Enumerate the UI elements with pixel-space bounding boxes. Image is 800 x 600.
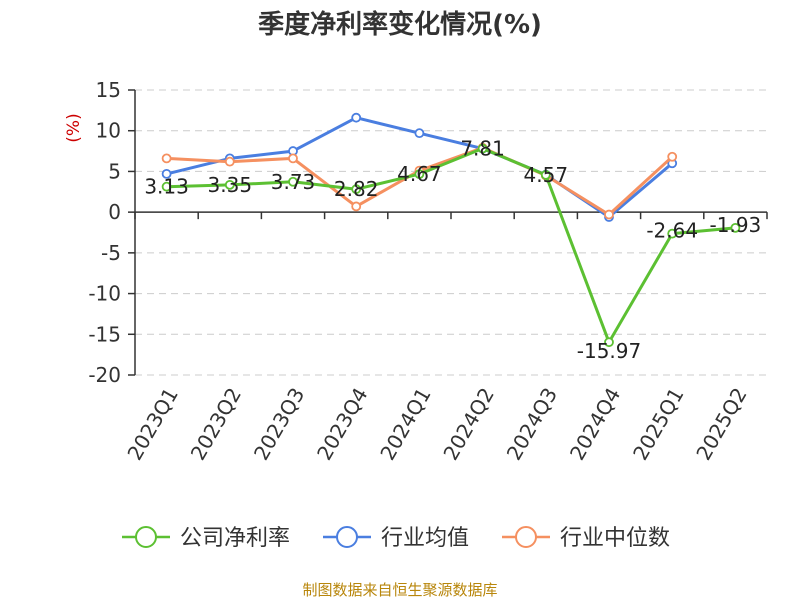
data-point [161, 153, 172, 164]
x-tick-label: 2024Q4 [565, 384, 625, 465]
y-tick-label: -15 [88, 322, 121, 346]
data-point [288, 176, 298, 187]
data-label: 7.81 [460, 137, 505, 161]
data-point [414, 128, 425, 139]
y-tick-label: 5 [108, 159, 121, 183]
legend: 公司净利率 行业均值 行业中位数 [122, 526, 670, 551]
x-tick-label: 2025Q1 [628, 384, 688, 465]
legend-label: 行业均值 [381, 526, 469, 551]
x-tick-label: 2024Q2 [438, 383, 498, 464]
data-point [604, 209, 614, 220]
data-point [224, 179, 235, 190]
data-point [351, 184, 362, 195]
data-label: -15.97 [577, 339, 641, 363]
x-axis: 2023Q1 2023Q2 2023Q3 2023Q4 2024Q1 2024Q2 2024… [122, 211, 768, 465]
y-tick-label: 0 [108, 200, 121, 224]
source-note: 制图数据来自恒生聚源数据库 [302, 581, 497, 599]
data-label: -2.64 [646, 219, 698, 243]
chart-title: 季度净利率变化情况(%) [258, 9, 542, 40]
legend-marker [135, 526, 157, 548]
data-point [604, 337, 614, 348]
data-label: 3.73 [271, 170, 316, 194]
data-label: 4.57 [524, 163, 569, 187]
data-point [730, 222, 741, 233]
x-tick-label: 2024Q3 [502, 384, 562, 465]
data-label: 4.67 [397, 162, 442, 186]
series-line [166, 147, 736, 344]
y-tick-label: -5 [101, 241, 121, 265]
y-axis-label: (%) [64, 113, 84, 142]
x-tick-label: 2023Q4 [312, 384, 372, 465]
legend-item[interactable]: 行业均值 [323, 526, 469, 551]
legend-label: 公司净利率 [180, 526, 290, 551]
y-tick-label: 15 [96, 78, 121, 102]
x-tick-label: 2023Q2 [186, 384, 246, 465]
x-tick-label: 2024Q1 [375, 384, 435, 465]
y-axis: 15 10 5 0 -5 -10 -15 -20 [88, 78, 136, 387]
data-point [667, 151, 678, 162]
grid [135, 89, 767, 376]
legend-marker [336, 526, 358, 548]
y-tick-label: -20 [88, 363, 121, 387]
data-point [414, 169, 425, 180]
data-point [477, 143, 488, 154]
data-label: 2.82 [334, 177, 379, 201]
data-point [288, 153, 298, 164]
x-tick-label: 2023Q3 [249, 384, 309, 465]
data-point [540, 170, 551, 180]
data-label: 3.13 [144, 175, 189, 199]
data-label: -1.93 [710, 213, 762, 237]
data-point [351, 201, 362, 212]
data-labels: 3.13 3.35 3.73 2.82 4.67 7.81 4.57 -15.97 -2.64-… [144, 137, 761, 364]
data-point [351, 112, 362, 123]
legend-item[interactable]: 行业中位数 [502, 526, 670, 551]
data-point [667, 228, 678, 239]
data-point [161, 181, 172, 192]
legend-item[interactable]: 公司净利率 [122, 526, 290, 551]
data-label: 3.35 [208, 173, 253, 197]
data-point [224, 156, 235, 167]
y-tick-label: -10 [88, 282, 121, 306]
data-point [161, 168, 172, 179]
series-layer [161, 112, 741, 348]
x-tick-label: 2025Q2 [691, 384, 751, 465]
x-tick-label: 2023Q1 [122, 384, 182, 465]
legend-marker [515, 526, 537, 548]
legend-label: 行业中位数 [560, 526, 670, 551]
y-tick-label: 10 [96, 119, 121, 143]
